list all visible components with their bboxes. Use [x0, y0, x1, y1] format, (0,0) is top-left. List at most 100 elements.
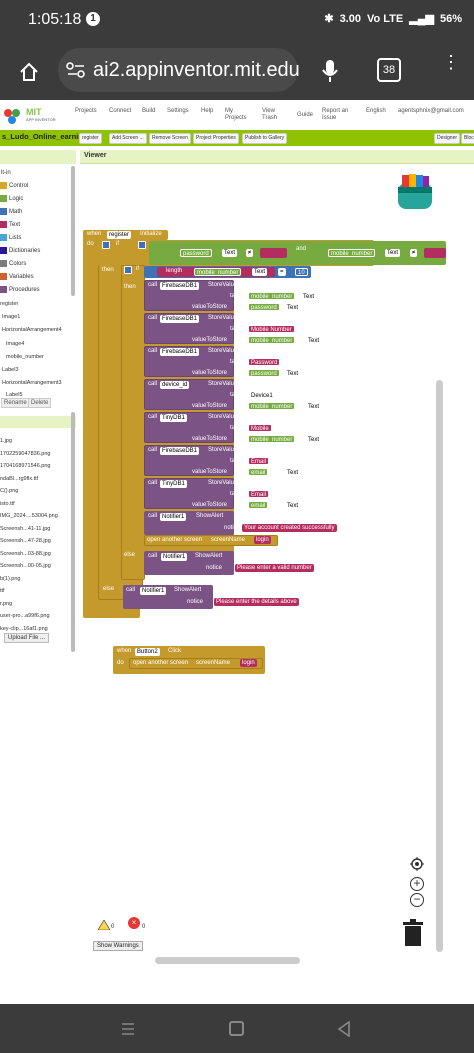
component-dropdown[interactable]: device_id	[160, 381, 190, 389]
value-chip[interactable]: Mobile	[248, 424, 272, 432]
store-value-block[interactable]	[144, 412, 234, 443]
palette-colors[interactable]: Colors	[0, 258, 70, 270]
upload-file-button[interactable]: Upload File ...	[4, 633, 50, 643]
account-created-msg[interactable]: Your account created successfully	[242, 524, 337, 532]
palette-procedures[interactable]: Procedures	[0, 284, 70, 296]
recenter-icon[interactable]	[410, 857, 424, 871]
component-image1[interactable]: Image1	[2, 314, 21, 320]
palette-variables[interactable]: Variables	[0, 271, 70, 283]
else-details-block[interactable]	[123, 585, 213, 609]
add-screen-button[interactable]: Add Screen ...	[109, 133, 147, 144]
value-chip[interactable]: Email	[248, 490, 270, 498]
palette-text[interactable]: Text	[0, 219, 70, 231]
remove-screen-button[interactable]: Remove Screen	[149, 133, 191, 144]
component-image4[interactable]: Image4	[6, 341, 25, 347]
component-label3[interactable]: Label3	[2, 367, 19, 373]
component-mobile_number[interactable]: mobile_number	[6, 354, 44, 360]
value-chip[interactable]: password	[248, 303, 280, 311]
mit-logo[interactable]: MIT APP INVENTOR	[2, 105, 60, 127]
value-chip[interactable]: Text	[305, 336, 323, 344]
media-file[interactable]: b(1).png	[0, 575, 21, 582]
store-value-block[interactable]	[144, 478, 234, 509]
blocks-button[interactable]: Bloc	[461, 133, 474, 144]
valid-number-msg[interactable]: Please enter a valid number	[235, 564, 314, 572]
details-msg[interactable]: Please enter the details above	[214, 598, 299, 606]
mic-icon[interactable]	[320, 58, 340, 84]
home-nav-icon[interactable]	[229, 1021, 244, 1036]
gear-icon[interactable]	[124, 266, 132, 274]
component-horizontalarrangement3[interactable]: HorizontalArrangement3	[2, 380, 62, 386]
open-screen-block[interactable]	[144, 535, 278, 546]
value-chip[interactable]: password	[248, 369, 280, 377]
delete-button[interactable]: Delete	[28, 398, 52, 408]
value-chip[interactable]: mobile_number	[248, 336, 296, 344]
store-value-block[interactable]	[144, 445, 234, 476]
value-chip[interactable]: Email	[248, 457, 270, 465]
register-dropdown[interactable]: register	[107, 231, 132, 239]
palette-control[interactable]: Control	[0, 180, 70, 192]
media-file[interactable]: Screensh...03-88.jpg	[0, 550, 51, 557]
nav-connect[interactable]: Connect	[109, 108, 132, 114]
media-file[interactable]: 1702259047836.png	[0, 450, 51, 457]
recent-apps-icon[interactable]	[120, 1022, 136, 1036]
component-dropdown[interactable]: TinyDB1	[160, 480, 187, 488]
palette-scrollbar[interactable]	[71, 166, 75, 296]
component-horizontalarrangement4[interactable]: HorizontalArrangement4	[2, 327, 62, 333]
media-file[interactable]: r.png	[0, 600, 13, 607]
workspace-h-scrollbar[interactable]	[155, 957, 300, 964]
media-file[interactable]: Screensh...41-11.jpg	[0, 525, 51, 532]
nav-build[interactable]: Build	[142, 108, 156, 114]
nav-help[interactable]: Help	[201, 108, 214, 114]
value-chip[interactable]: Text	[284, 369, 302, 377]
media-file[interactable]: key-clip...16af1.png	[0, 625, 48, 632]
media-file[interactable]: Screensh...47-28.jpg	[0, 538, 51, 544]
empty-text-block[interactable]	[260, 248, 287, 258]
value-chip[interactable]: mobile_number	[248, 402, 296, 410]
palette-dictionaries[interactable]: Dictionaries	[0, 245, 70, 257]
value-chip[interactable]: Text	[284, 501, 302, 509]
nav-view-trash[interactable]: View Trash	[262, 108, 278, 121]
show-warnings-button[interactable]: Show Warnings	[93, 941, 143, 951]
media-file[interactable]: Screensh...00-05.jpg	[0, 563, 51, 569]
address-bar[interactable]	[58, 48, 298, 92]
palette-math[interactable]: Math	[0, 206, 70, 218]
component-dropdown[interactable]: FirebaseDB1	[160, 315, 200, 323]
media-file[interactable]: IMG_2024....53004.png	[0, 513, 58, 519]
value-chip[interactable]: Text	[284, 468, 302, 476]
media-file[interactable]: user-pro...a99f6.png	[0, 613, 50, 619]
value-chip[interactable]: Text	[305, 435, 323, 443]
palette-logic[interactable]: Logic	[0, 193, 70, 205]
empty-text-block[interactable]	[424, 248, 446, 258]
media-scrollbar[interactable]	[71, 412, 75, 652]
value-chip[interactable]: email	[248, 468, 269, 476]
else-alert-block[interactable]	[144, 551, 234, 575]
nav-projects[interactable]: Projects	[75, 108, 97, 114]
rename-button[interactable]: Rename	[1, 398, 30, 408]
project-properties-button[interactable]: Project Properties	[193, 133, 239, 144]
menu-icon[interactable]: ⋮	[442, 52, 460, 72]
gear-icon[interactable]	[138, 241, 146, 249]
media-file[interactable]: 1704168971546.png	[0, 463, 51, 469]
designer-button[interactable]: Designer	[434, 133, 461, 144]
component-dropdown[interactable]: FirebaseDB1	[160, 447, 200, 455]
value-chip[interactable]: mobile_number	[248, 435, 296, 443]
component-dropdown[interactable]: FirebaseDB1	[160, 282, 200, 290]
value-chip[interactable]: Text	[300, 292, 318, 300]
tab-switcher-button[interactable]: 38	[377, 58, 401, 82]
value-chip[interactable]: email	[248, 501, 269, 509]
component-register[interactable]: register	[0, 301, 19, 307]
home-icon[interactable]	[18, 61, 40, 83]
media-file[interactable]: ndaBl...rg9flx.ttf	[0, 475, 39, 482]
value-chip[interactable]: Device1	[248, 391, 276, 399]
component-dropdown[interactable]: TinyDB1	[160, 414, 187, 422]
value-chip[interactable]: Text	[284, 303, 302, 311]
value-chip[interactable]: Text	[305, 402, 323, 410]
blocks-workspace[interactable]: when register Initialize do if password …	[80, 165, 446, 975]
nav-report-issue[interactable]: Report an Issue	[322, 108, 349, 121]
component-dropdown[interactable]: FirebaseDB1	[160, 348, 200, 356]
nav-my-projects[interactable]: My Projects	[225, 108, 247, 121]
nav-account[interactable]: agentsphnix@gmail.com	[398, 108, 464, 114]
gear-icon[interactable]	[102, 241, 110, 249]
open-screen-block[interactable]	[129, 658, 263, 669]
publish-gallery-button[interactable]: Publish to Gallery	[242, 133, 288, 144]
